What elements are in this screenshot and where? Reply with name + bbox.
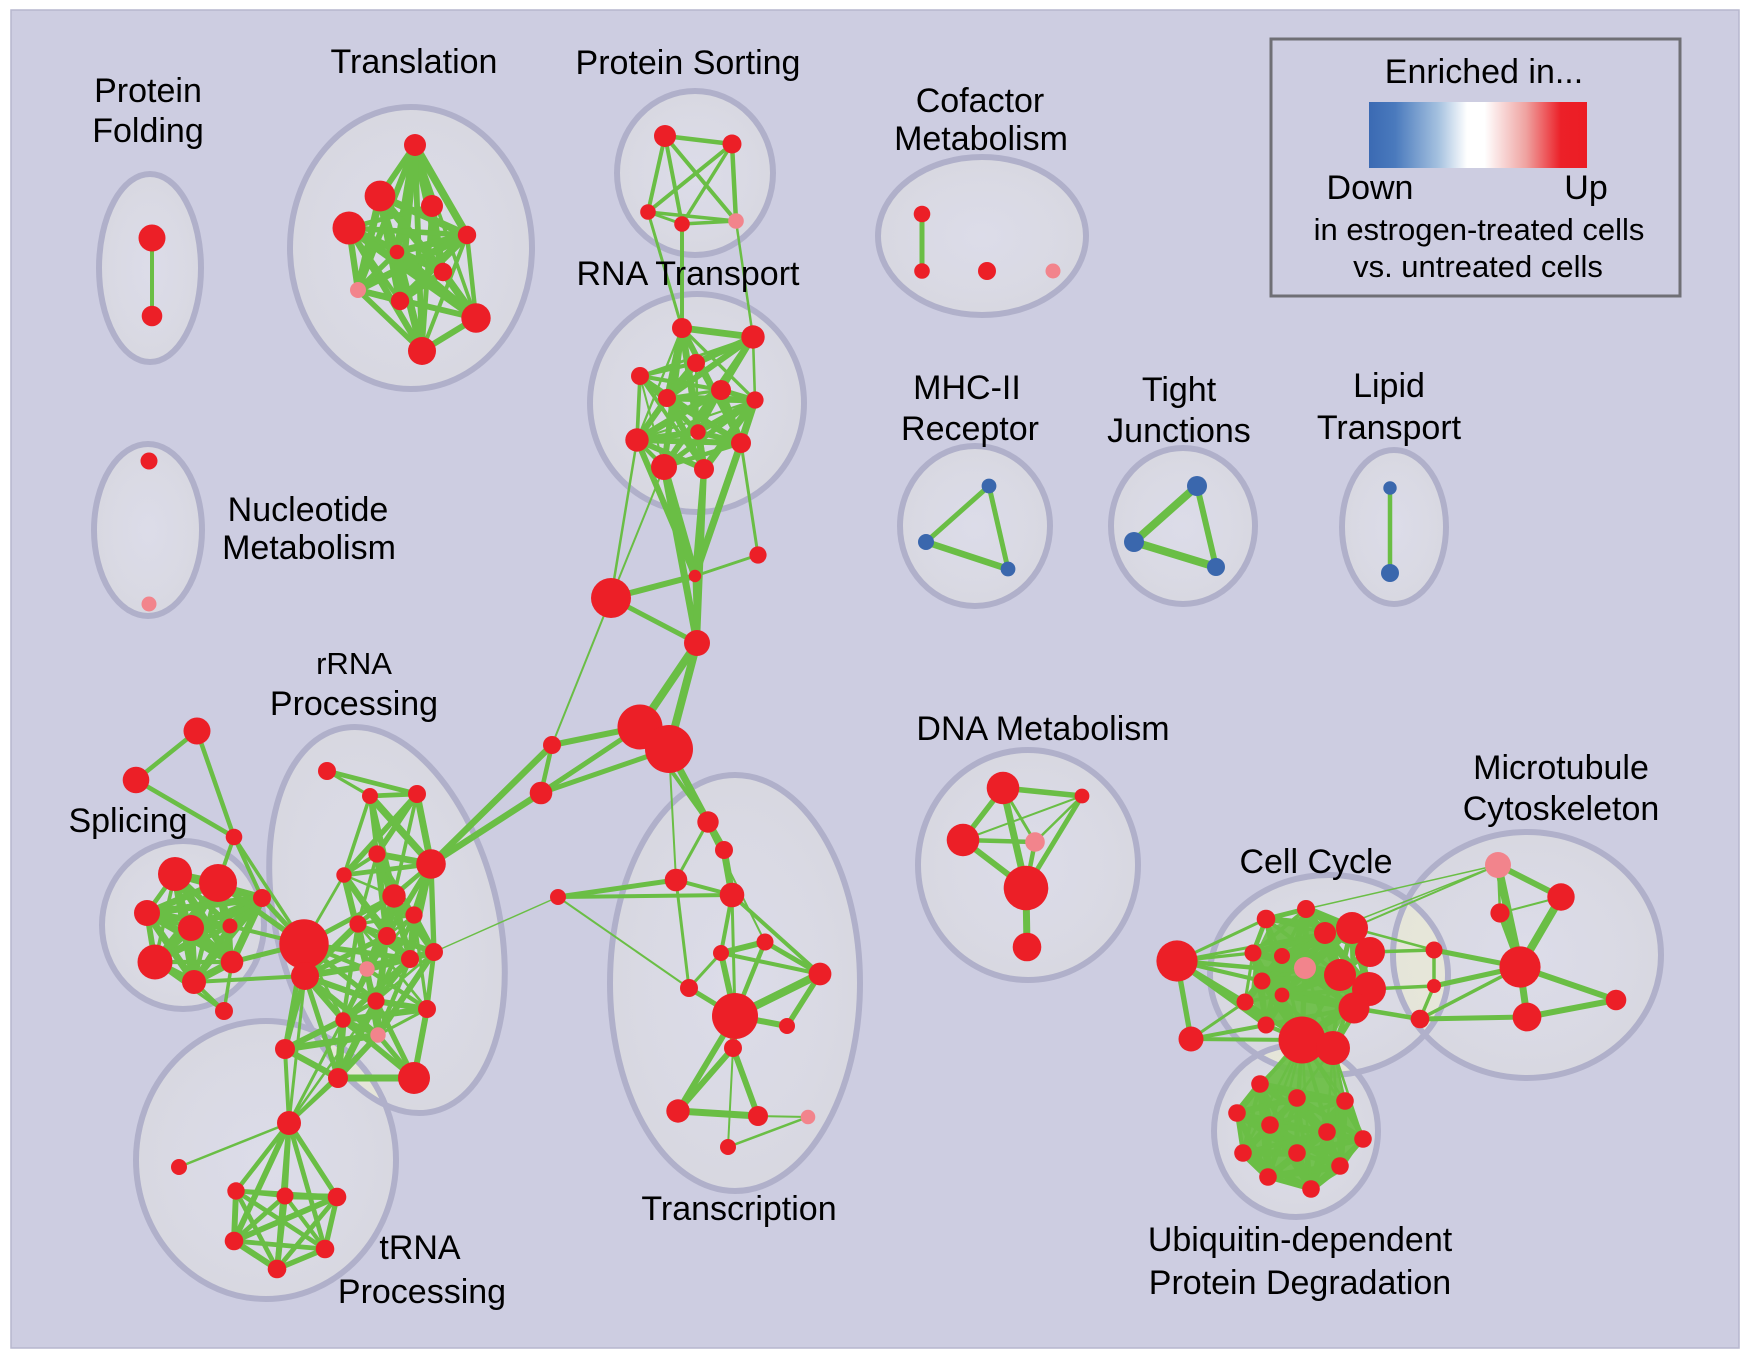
svg-text:Up: Up — [1564, 169, 1607, 207]
svg-text:Down: Down — [1327, 169, 1414, 207]
svg-text:DNA Metabolism: DNA Metabolism — [916, 710, 1169, 748]
svg-text:Transport: Transport — [1317, 409, 1462, 447]
svg-text:Metabolism: Metabolism — [222, 529, 396, 567]
svg-text:Processing: Processing — [270, 685, 438, 723]
svg-text:Translation: Translation — [331, 43, 498, 81]
svg-text:Cofactor: Cofactor — [916, 82, 1045, 120]
svg-text:Protein Sorting: Protein Sorting — [576, 44, 801, 82]
svg-text:in estrogen-treated cells: in estrogen-treated cells — [1314, 212, 1645, 247]
svg-text:Processing: Processing — [338, 1273, 506, 1311]
svg-text:vs. untreated cells: vs. untreated cells — [1353, 249, 1603, 284]
svg-text:Splicing: Splicing — [68, 802, 187, 840]
svg-text:Tight: Tight — [1142, 371, 1217, 409]
svg-text:rRNA: rRNA — [316, 646, 392, 681]
svg-text:Protein: Protein — [94, 72, 202, 110]
svg-text:Transcription: Transcription — [641, 1190, 836, 1228]
svg-text:Ubiquitin-dependent: Ubiquitin-dependent — [1148, 1221, 1453, 1259]
svg-text:Enriched in...: Enriched in... — [1385, 53, 1583, 91]
svg-text:Cell Cycle: Cell Cycle — [1239, 843, 1392, 881]
svg-text:Receptor: Receptor — [901, 410, 1039, 448]
svg-text:RNA Transport: RNA Transport — [577, 255, 801, 293]
svg-text:Junctions: Junctions — [1107, 412, 1251, 450]
svg-text:Folding: Folding — [92, 112, 204, 150]
svg-text:Nucleotide: Nucleotide — [228, 491, 389, 529]
svg-text:Metabolism: Metabolism — [894, 120, 1068, 158]
svg-text:MHC-II: MHC-II — [913, 369, 1021, 407]
svg-text:Protein Degradation: Protein Degradation — [1149, 1264, 1451, 1302]
svg-text:Lipid: Lipid — [1353, 367, 1425, 405]
svg-text:Microtubule: Microtubule — [1473, 749, 1649, 787]
svg-text:Cytoskeleton: Cytoskeleton — [1463, 790, 1660, 828]
svg-text:tRNA: tRNA — [379, 1229, 461, 1267]
